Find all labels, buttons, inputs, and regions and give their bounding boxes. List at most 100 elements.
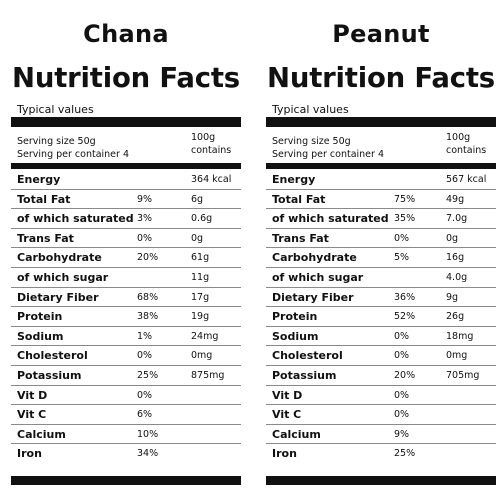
nutrient-row: Carbohydrate 5% 16g (266, 248, 496, 268)
divider-thick (11, 117, 241, 127)
column-header-amount: 100g (191, 132, 216, 143)
nutrient-row: of which sugar 4.0g (266, 268, 496, 288)
nutrient-row: Energy 567 kcal (266, 170, 496, 190)
nutrient-percent: 34% (137, 448, 159, 460)
nutrient-percent: 0% (137, 232, 153, 244)
nutrient-name: of which sugar (17, 270, 109, 284)
nutrient-percent: 38% (137, 311, 159, 323)
nutrient-percent: 0% (394, 350, 410, 362)
nutrient-amount: 0g (191, 232, 204, 244)
nutrient-name: Vit D (272, 388, 303, 402)
divider-mid (11, 163, 241, 169)
serving-per-container: Serving per container 4 (17, 149, 129, 160)
nutrient-percent: 25% (137, 369, 159, 381)
nutrient-percent: 52% (394, 311, 416, 323)
nutrient-amount: 11g (191, 271, 210, 283)
nutrient-amount: 26g (446, 311, 465, 323)
nutrient-name: Energy (272, 173, 316, 186)
nutrient-name: Potassium (17, 368, 82, 382)
nutrient-amount: 19g (191, 311, 210, 323)
nutrient-row: Sodium 0% 18mg (266, 327, 496, 347)
nutrient-name: Total Fat (272, 192, 326, 206)
nutrient-row: Potassium 20% 705mg (266, 366, 496, 386)
nutrient-amount: 0mg (446, 350, 468, 362)
nutrient-percent: 0% (137, 350, 153, 362)
nutrient-row: Carbohydrate 20% 61g (11, 248, 241, 268)
nutrient-amount: 9g (446, 291, 459, 303)
typical-values: Typical values (17, 103, 94, 116)
nutrient-amount: 0mg (191, 350, 213, 362)
nutrient-name: Protein (272, 310, 318, 324)
nutrition-label-peanut: Peanut Nutrition Facts Typical values Se… (266, 0, 496, 500)
nutrient-name: Vit C (272, 408, 302, 422)
nutrient-row: Vit C 6% (11, 405, 241, 425)
nutrient-row: Protein 52% 26g (266, 307, 496, 327)
divider-bottom (11, 476, 241, 485)
nutrient-name: Dietary Fiber (272, 290, 354, 304)
nutrient-amount: 4.0g (446, 271, 468, 283)
nutrient-row: Dietary Fiber 68% 17g (11, 288, 241, 308)
nutrient-name: Cholesterol (272, 349, 343, 363)
serving-per-container: Serving per container 4 (272, 149, 384, 160)
nutrient-name: Carbohydrate (17, 251, 102, 265)
nutrient-row: Cholesterol 0% 0mg (266, 346, 496, 366)
food-title: Chana (83, 20, 169, 48)
nutrient-amount: 875mg (191, 369, 225, 381)
nutrient-name: Potassium (272, 368, 337, 382)
nutrient-percent: 0% (394, 330, 410, 342)
nutrient-percent: 20% (137, 252, 159, 264)
nutrient-percent: 0% (137, 389, 153, 401)
nutrient-amount: 49g (446, 193, 465, 205)
nutrient-row: Energy 364 kcal (11, 170, 241, 190)
nutrient-amount: 16g (446, 252, 465, 264)
nutrient-name: Energy (17, 173, 61, 186)
nutrient-percent: 10% (137, 428, 159, 440)
nutrient-row: of which saturated 35% 7.0g (266, 209, 496, 229)
nutrient-row: Trans Fat 0% 0g (11, 229, 241, 249)
serving-size: Serving size 50g (17, 136, 96, 147)
nutrient-amount: 61g (191, 252, 210, 264)
nutrient-row: Trans Fat 0% 0g (266, 229, 496, 249)
label-heading: Nutrition Facts (12, 62, 240, 94)
nutrient-row: Calcium 10% (11, 425, 241, 445)
nutrient-name: of which sugar (272, 270, 364, 284)
nutrient-percent: 36% (394, 291, 416, 303)
nutrient-amount: 7.0g (446, 213, 468, 225)
nutrient-percent: 5% (394, 252, 410, 264)
nutrient-name: Calcium (17, 427, 66, 441)
nutrient-percent: 0% (394, 409, 410, 421)
nutrient-name: Sodium (17, 329, 64, 343)
nutrition-label-chana: Chana Nutrition Facts Typical values Ser… (11, 0, 241, 500)
nutrient-percent: 0% (394, 389, 410, 401)
nutrient-row: Iron 34% (11, 444, 241, 463)
nutrient-name: Trans Fat (17, 231, 74, 245)
nutrient-row: Vit D 0% (11, 386, 241, 406)
column-header-contains: contains (446, 145, 487, 156)
nutrient-name: Cholesterol (17, 349, 88, 363)
nutrient-name: of which saturated (272, 212, 389, 226)
nutrient-name: Sodium (272, 329, 319, 343)
nutrient-row: Potassium 25% 875mg (11, 366, 241, 386)
nutrient-name: Carbohydrate (272, 251, 357, 265)
column-header-amount: 100g (446, 132, 471, 143)
nutrient-percent: 20% (394, 369, 416, 381)
nutrient-table: Energy 364 kcal Total Fat 9% 6g of which satu… (11, 170, 241, 463)
nutrient-name: Dietary Fiber (17, 290, 99, 304)
nutrient-name: Vit C (17, 408, 47, 422)
nutrient-amount: 0g (446, 232, 459, 244)
divider-mid (266, 163, 496, 169)
nutrient-name: Total Fat (17, 192, 71, 206)
nutrient-row: of which sugar 11g (11, 268, 241, 288)
typical-values: Typical values (272, 103, 349, 116)
divider-thick (266, 117, 496, 127)
label-heading: Nutrition Facts (267, 62, 495, 94)
nutrient-row: Iron 25% (266, 444, 496, 463)
nutrient-percent: 3% (137, 213, 153, 225)
nutrient-row: Vit D 0% (266, 386, 496, 406)
nutrient-percent: 9% (137, 193, 153, 205)
nutrient-percent: 9% (394, 428, 410, 440)
nutrient-name: Protein (17, 310, 63, 324)
nutrient-row: Cholesterol 0% 0mg (11, 346, 241, 366)
nutrient-percent: 0% (394, 232, 410, 244)
nutrient-percent: 68% (137, 291, 159, 303)
